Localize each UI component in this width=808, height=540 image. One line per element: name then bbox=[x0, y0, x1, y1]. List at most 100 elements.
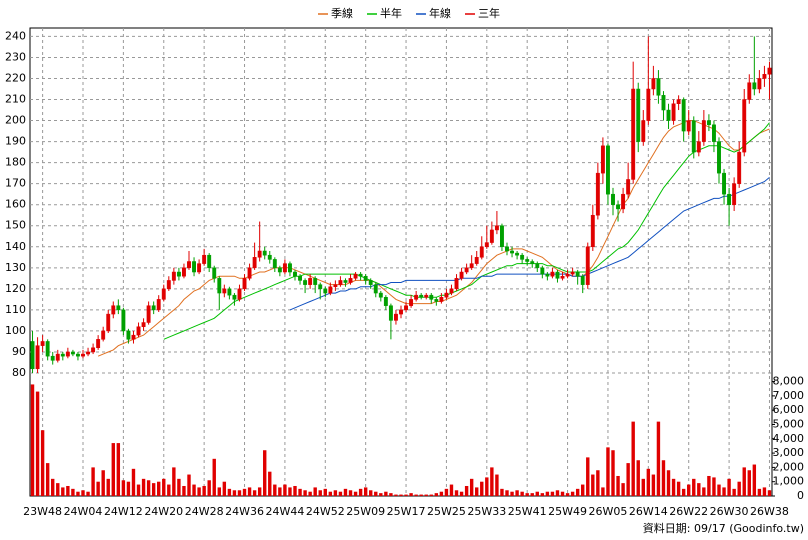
y2-tick-label: 2,000 bbox=[773, 460, 805, 473]
candle-body bbox=[70, 351, 75, 355]
candle-body bbox=[247, 267, 252, 279]
x-tick-label: 24W20 bbox=[144, 505, 183, 518]
volume-bar bbox=[197, 487, 201, 496]
volume-bar bbox=[384, 491, 388, 496]
candle-body bbox=[156, 299, 161, 311]
x-tick-label: 24W36 bbox=[225, 505, 264, 518]
candle-body bbox=[197, 263, 202, 273]
volume-bar bbox=[767, 490, 772, 496]
volume-bar bbox=[101, 470, 105, 496]
volume-bar bbox=[399, 494, 403, 496]
candle-body bbox=[484, 242, 489, 248]
candle-body bbox=[717, 141, 721, 174]
volume-bar bbox=[126, 481, 131, 496]
volume-bar bbox=[51, 478, 55, 496]
volume-bar bbox=[570, 491, 575, 496]
volume-bar bbox=[409, 493, 413, 496]
candle-body bbox=[706, 120, 711, 126]
y2-tick-label: 6,000 bbox=[773, 403, 805, 416]
candle-body bbox=[671, 103, 676, 121]
volume-bar bbox=[469, 478, 474, 496]
volume-bar bbox=[45, 463, 50, 496]
candle-body bbox=[722, 172, 726, 195]
volume-bar bbox=[162, 478, 166, 496]
y2-tick-label: 8,000 bbox=[773, 375, 805, 388]
candle-body bbox=[621, 193, 626, 210]
candle-body bbox=[606, 145, 610, 195]
x-tick-label: 25W17 bbox=[387, 505, 426, 518]
candle-body bbox=[399, 309, 403, 315]
volume-bar bbox=[106, 478, 110, 496]
legend-label: 年線 bbox=[429, 6, 451, 20]
volume-bar bbox=[439, 491, 444, 496]
volume-bar bbox=[581, 484, 585, 496]
candle-body bbox=[383, 297, 388, 306]
volume-bar bbox=[752, 464, 757, 496]
candle-body bbox=[182, 267, 186, 277]
volume-bar bbox=[273, 484, 277, 496]
y-tick-label: 80 bbox=[12, 366, 26, 379]
candle-body bbox=[661, 95, 666, 111]
candle-body bbox=[767, 67, 772, 75]
volume-bar bbox=[575, 488, 580, 496]
candle-body bbox=[651, 78, 656, 90]
volume-bar bbox=[485, 477, 489, 496]
volume-bar bbox=[601, 487, 605, 496]
moving-average-line bbox=[289, 177, 770, 311]
x-tick-label: 24W04 bbox=[64, 505, 103, 518]
candle-body bbox=[535, 263, 540, 269]
y-tick-label: 110 bbox=[5, 303, 26, 316]
volume-bar bbox=[641, 478, 645, 496]
volume-bar bbox=[505, 490, 509, 496]
candle-body bbox=[293, 271, 297, 277]
volume-bar bbox=[419, 494, 423, 496]
volume-bar bbox=[222, 481, 227, 496]
candle-body bbox=[328, 286, 333, 294]
candle-body bbox=[192, 261, 196, 273]
volume-bar bbox=[586, 457, 590, 496]
volume-bar bbox=[631, 421, 635, 496]
volume-bar bbox=[227, 488, 232, 496]
candle-body bbox=[303, 280, 308, 285]
candle-body bbox=[252, 257, 257, 269]
candle-body bbox=[525, 259, 530, 262]
volume-bar bbox=[131, 468, 136, 496]
candle-body bbox=[237, 288, 242, 300]
candle-body bbox=[414, 294, 419, 300]
y-tick-label: 150 bbox=[5, 219, 26, 232]
candle-body bbox=[55, 353, 60, 361]
volume-bar bbox=[308, 491, 312, 496]
candle-body bbox=[429, 294, 434, 300]
volume-bar bbox=[182, 485, 186, 496]
candle-body bbox=[348, 278, 353, 283]
volume-bar bbox=[237, 490, 242, 496]
y-tick-label: 220 bbox=[5, 71, 26, 84]
volume-bar bbox=[616, 475, 620, 496]
candle-body bbox=[141, 322, 146, 327]
candle-body bbox=[515, 252, 520, 256]
volume-bar bbox=[671, 478, 676, 496]
volume-bar bbox=[434, 493, 439, 496]
volume-bar bbox=[681, 488, 686, 496]
candle-body bbox=[666, 109, 671, 121]
candle-body bbox=[318, 284, 323, 290]
volume-bar bbox=[747, 470, 751, 496]
volume-bar bbox=[591, 474, 595, 496]
candle-body bbox=[282, 263, 287, 273]
x-tick-label: 25W41 bbox=[508, 505, 547, 518]
volume-bar bbox=[116, 443, 121, 496]
candle-body bbox=[712, 124, 716, 142]
volume-bar bbox=[293, 485, 297, 496]
volume-bar bbox=[172, 467, 176, 496]
volume-bar bbox=[56, 483, 60, 496]
volume-bar bbox=[530, 493, 534, 496]
volume-bar bbox=[707, 475, 711, 496]
candle-body bbox=[363, 275, 368, 281]
volume-bar bbox=[651, 474, 656, 496]
candle-body bbox=[308, 278, 313, 285]
candle-body bbox=[636, 88, 641, 142]
candle-body bbox=[459, 271, 464, 279]
candle-body bbox=[570, 271, 575, 275]
y-tick-label: 140 bbox=[5, 240, 26, 253]
volume-bar bbox=[560, 491, 565, 496]
